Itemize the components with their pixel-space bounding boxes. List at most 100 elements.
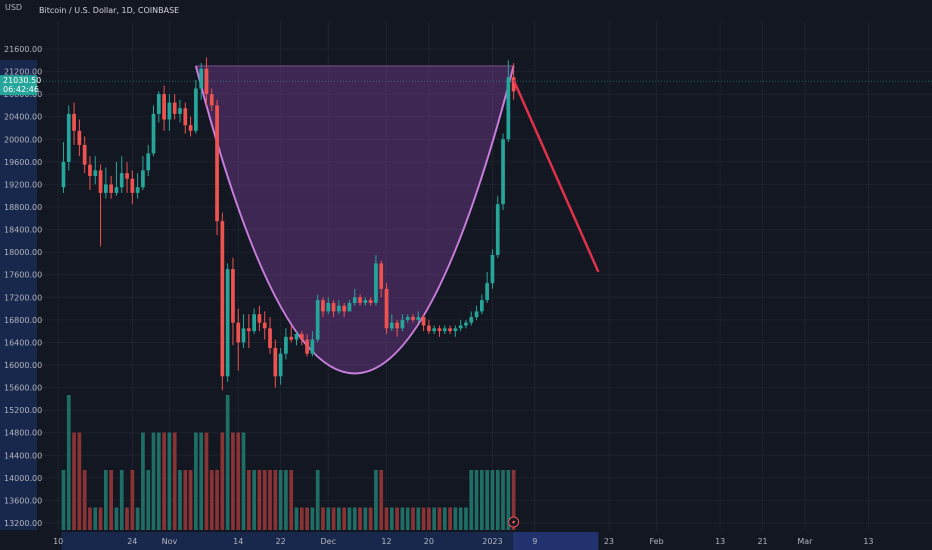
- cup-curve[interactable]: [194, 65, 515, 375]
- candle-body: [215, 105, 219, 222]
- volume-bar: [188, 470, 193, 530]
- volume-bar: [278, 470, 283, 530]
- candle-body: [278, 353, 283, 377]
- candle-body: [395, 322, 399, 329]
- candle-body: [511, 77, 516, 92]
- y-axis[interactable]: 21600.0021200.0020800.0020400.0020000.00…: [4, 45, 42, 528]
- x-tick-label: Mar: [797, 537, 813, 546]
- y-tick-label: 15200.00: [4, 406, 42, 415]
- candle-body: [501, 139, 505, 205]
- candle-body: [411, 317, 415, 320]
- candle-body: [326, 302, 331, 312]
- cup-pattern-drawing[interactable]: [194, 65, 515, 375]
- volume-bar: [342, 507, 347, 530]
- candle-body: [204, 68, 209, 95]
- candle-body: [363, 300, 368, 303]
- volume-bar: [321, 507, 325, 530]
- volume-bar: [225, 395, 230, 530]
- volume-bar: [98, 507, 103, 530]
- volume-bar: [479, 470, 484, 530]
- countdown-value: 06:42:46: [3, 85, 39, 94]
- candle-body: [448, 328, 452, 332]
- y-tick-label: 20000.00: [4, 135, 42, 144]
- volume-bar: [432, 507, 437, 530]
- y-tick-label: 14000.00: [4, 474, 42, 483]
- volume-bar: [294, 507, 299, 530]
- y-tick-label: 13200.00: [4, 519, 42, 528]
- volume-bar: [88, 507, 92, 530]
- candle-body: [427, 325, 431, 332]
- x-axis-projection-highlight: [513, 532, 599, 550]
- candle-body: [347, 302, 352, 312]
- volume-bar: [405, 507, 410, 530]
- volume-bar: [379, 470, 384, 530]
- volume-bar: [374, 470, 378, 530]
- candle-body: [246, 328, 251, 332]
- volume-bar: [315, 470, 320, 530]
- candle-body: [305, 339, 309, 354]
- x-axis[interactable]: 10 24 Nov 14 22 Dec 12 20 2023 9 23 Feb 13 21 Mar 13: [53, 537, 873, 546]
- candle-body: [464, 322, 468, 326]
- candle-body: [458, 325, 463, 329]
- x-tick-label: 22: [276, 537, 286, 546]
- volume-bar: [146, 470, 151, 530]
- volume-bar: [72, 432, 76, 530]
- volume-bar: [395, 507, 399, 530]
- volume-bar: [310, 507, 315, 530]
- volume-bar: [506, 470, 511, 530]
- candle-body: [337, 305, 341, 312]
- volume-bar: [326, 507, 331, 530]
- candle-body: [167, 102, 172, 120]
- candle-body: [453, 328, 458, 332]
- candle-body: [268, 328, 272, 349]
- volume-bar: [421, 507, 426, 530]
- candle-body: [437, 328, 442, 332]
- volume-bar: [156, 432, 161, 530]
- y-tick-label: 16400.00: [4, 338, 42, 347]
- y-tick-label: 14400.00: [4, 451, 42, 460]
- y-tick-label: 17600.00: [4, 271, 42, 280]
- y-tick-label: 15600.00: [4, 384, 42, 393]
- volume-bar: [109, 470, 113, 530]
- candle-body: [88, 164, 92, 176]
- price-badge-box: [0, 75, 37, 96]
- candle-body: [490, 254, 495, 284]
- x-tick-label: Dec: [321, 537, 336, 546]
- projection-drawing[interactable]: [512, 79, 600, 273]
- projection-line[interactable]: [512, 79, 600, 273]
- x-tick-label: 14: [233, 537, 243, 546]
- volume-bar: [427, 507, 431, 530]
- volume-bar: [167, 432, 172, 530]
- x-tick-label: 20: [424, 537, 434, 546]
- candle-body: [315, 300, 320, 340]
- candle-body: [400, 319, 405, 329]
- currency-label: USD: [5, 3, 22, 12]
- volume-bar: [204, 432, 209, 530]
- candle-body: [389, 322, 394, 329]
- x-tick-label: 2023: [482, 537, 502, 546]
- candle-body: [231, 269, 235, 323]
- candle-body: [77, 130, 82, 145]
- candle-body: [241, 328, 246, 343]
- volume-bar: [262, 470, 267, 530]
- candle-body: [374, 263, 378, 303]
- volume-bar: [125, 507, 129, 530]
- candle-body: [294, 333, 299, 340]
- candle-body: [162, 94, 166, 120]
- x-tick-label: 21: [757, 537, 767, 546]
- candle-body: [172, 102, 177, 114]
- y-tick-label: 19600.00: [4, 158, 42, 167]
- volume-bar: [130, 470, 135, 530]
- y-tick-label: 18400.00: [4, 226, 42, 235]
- y-axis-range-highlight: [0, 60, 37, 530]
- candle-body: [432, 328, 437, 332]
- volume-bar: [347, 507, 352, 530]
- candle-body: [130, 178, 135, 193]
- candle-body: [178, 108, 182, 114]
- candle-body: [405, 317, 410, 320]
- candle-body: [273, 348, 278, 377]
- candle-body: [352, 297, 357, 303]
- candle-body: [82, 144, 87, 165]
